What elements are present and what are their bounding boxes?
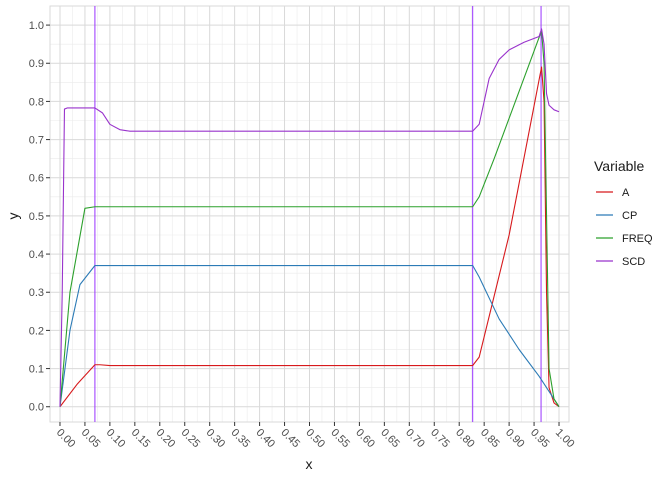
y-tick-label: 0.9 [29, 58, 44, 70]
series-line-cp [59, 264, 560, 408]
y-tick-label: 0.3 [29, 287, 44, 299]
y-tick-label: 0.8 [29, 96, 44, 108]
legend-label: FREQ [622, 233, 653, 245]
legend-title: Variable [594, 158, 645, 174]
y-tick-label: 0.6 [29, 173, 44, 185]
legend: Variable A CP FREQ SCD [594, 158, 653, 268]
y-tick-label: 1.0 [29, 20, 44, 32]
x-axis-title: x [306, 456, 313, 472]
legend-item-cp: CP [596, 210, 637, 222]
legend-label: CP [622, 210, 637, 222]
major-gridlines [49, 5, 570, 423]
legend-label: SCD [622, 256, 645, 268]
y-tick-label: 0.1 [29, 364, 44, 376]
y-tick-label: 0.4 [29, 249, 44, 261]
legend-item-scd: SCD [596, 256, 645, 268]
series-line-a [59, 66, 560, 408]
y-axis-ticks: 0.0 0.1 0.2 0.3 0.4 0.5 0.6 0.7 0.8 0.9 1.0 [29, 20, 50, 414]
legend-label: A [622, 187, 630, 199]
y-tick-label: 0.0 [29, 402, 44, 414]
legend-item-freq: FREQ [596, 233, 653, 245]
y-axis-title: y [5, 213, 21, 220]
series-lines [59, 28, 560, 408]
y-tick-label: 0.5 [29, 211, 44, 223]
series-line-scd [59, 28, 560, 407]
series-line-freq [59, 30, 560, 408]
y-tick-label: 0.2 [29, 325, 44, 337]
vertical-reference-lines [94, 6, 542, 422]
legend-item-a: A [596, 187, 630, 199]
y-tick-label: 0.7 [29, 135, 44, 147]
